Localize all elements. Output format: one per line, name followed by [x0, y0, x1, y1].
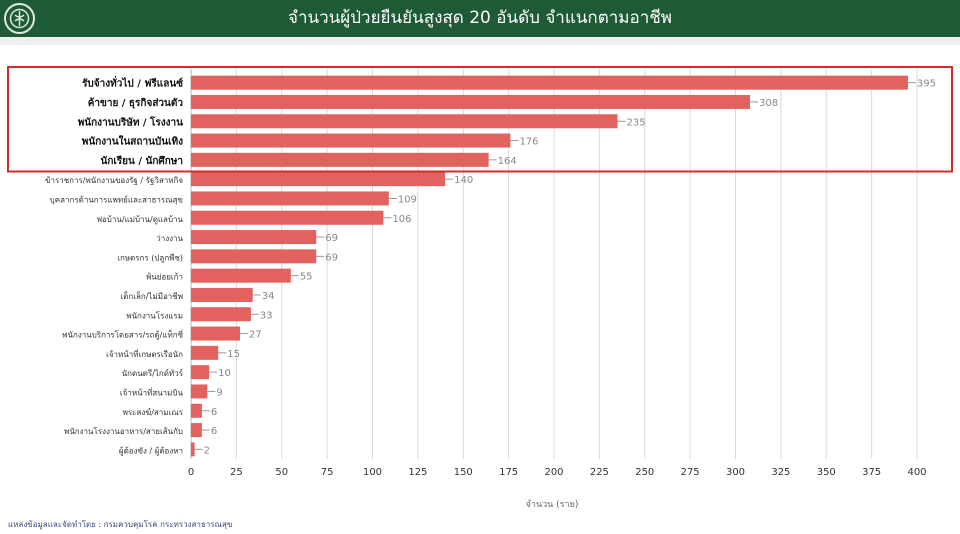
value-label: 140 [454, 175, 473, 186]
value-label: 109 [398, 194, 417, 205]
bar [191, 423, 202, 438]
category-label: พนักงานโรงแรม [126, 310, 183, 320]
x-tick-label: 350 [817, 467, 836, 478]
category-label: นักเรียน / นักศึกษา [101, 155, 184, 167]
bar [191, 249, 317, 264]
bar [191, 152, 489, 167]
bar [191, 287, 253, 302]
bar [191, 133, 511, 148]
category-label: เจ้าหน้าที่สนามบิน [120, 386, 184, 397]
x-tick-label: 75 [321, 467, 334, 478]
x-tick-label: 275 [681, 467, 700, 478]
ministry-emblem-icon [4, 3, 35, 34]
bar [191, 365, 210, 380]
x-tick-label: 150 [454, 467, 473, 478]
x-tick-label: 125 [408, 467, 427, 478]
bar [191, 403, 202, 418]
bar [191, 94, 751, 109]
bars [191, 75, 908, 457]
x-tick-label: 400 [907, 467, 926, 478]
x-tick-label: 325 [771, 467, 790, 478]
value-label: 164 [498, 156, 517, 167]
value-label: 176 [519, 137, 538, 148]
page-title: จำนวนผู้ป่วยยืนยันสูงสุด 20 อันดับ จำแนก… [288, 8, 672, 28]
category-label: พระสงฆ์/สามเณร [123, 407, 184, 417]
value-labels: 3953082351761641401091066969553433271510… [194, 79, 936, 456]
value-label: 9 [216, 387, 222, 398]
x-tick-label: 300 [726, 467, 745, 478]
x-tick-label: 0 [188, 467, 194, 478]
value-label: 235 [627, 117, 646, 128]
category-label: พนักงานบริการโดยสาร/รถตู้/แท็กซี่ [62, 329, 183, 341]
bar [191, 345, 219, 360]
header-divider [0, 37, 960, 45]
value-label: 106 [392, 214, 411, 225]
category-labels: รับจ้างทั่วไป / ฟรีแลนซ์ค้าขาย / ธุรกิจส… [45, 76, 184, 457]
x-tick-label: 100 [363, 467, 382, 478]
x-tick-label: 25 [230, 467, 243, 478]
x-axis-title: จำนวน (ราย) [526, 499, 579, 510]
x-axis-ticks: 0 25 50 75 100 125 150 175 200 225 250 275 300 325 350… [188, 467, 927, 478]
value-label: 6 [211, 407, 217, 418]
value-label: 10 [218, 368, 231, 379]
category-label: พนักงานในสถานบันเทิง [82, 135, 183, 148]
x-tick-label: 200 [544, 467, 563, 478]
value-label: 395 [917, 79, 936, 90]
category-label: พนักงานโรงงานอาหาร/สายเส้นกับ [64, 426, 183, 436]
category-label: รับจ้างทั่วไป / ฟรีแลนซ์ [82, 76, 183, 90]
bar [191, 384, 208, 399]
category-label: ว่างงาน [156, 234, 183, 243]
category-label: ค้าขาย / ธุรกิจส่วนตัว [88, 97, 184, 109]
occupation-bar-chart: รับจ้างทั่วไป / ฟรีแลนซ์ค้าขาย / ธุรกิจส… [7, 66, 953, 510]
category-label: ผู้ต้องขัง / ผู้ต้องหา [119, 446, 183, 456]
x-tick-label: 375 [862, 467, 881, 478]
category-label: เจ้าหน้าที่เกษตรเรือนัก [106, 348, 183, 359]
bar [191, 172, 446, 187]
category-label: เด็กเล็ก/ไม่มีอาชีพ [120, 291, 183, 301]
x-tick-label: 225 [590, 467, 609, 478]
bar [191, 75, 908, 90]
value-label: 308 [759, 98, 778, 109]
bar [191, 114, 618, 129]
category-label: ข้าราชการ/พนักงานของรัฐ / รัฐวิสาหกิจ [45, 176, 183, 185]
bar [191, 326, 241, 341]
bar [191, 191, 389, 206]
category-label: พนักงานบริษัท / โรงงาน [78, 115, 183, 128]
header-bar: จำนวนผู้ป่วยยืนยันสูงสุด 20 อันดับ จำแนก… [0, 0, 960, 37]
value-label: 69 [325, 252, 338, 263]
category-label: พ้นย่อยเก้า [146, 273, 183, 282]
value-label: 6 [211, 426, 217, 437]
x-tick-label: 175 [499, 467, 518, 478]
category-label: พ่อบ้าน/แม่บ้าน/ดูแลบ้าน [97, 215, 184, 225]
top5-highlight-box [7, 66, 953, 173]
source-note: แหล่งข้อมูลและจัดทำโดย : กรมควบคุมโรค กร… [8, 520, 233, 529]
bar [191, 307, 251, 322]
x-tick-label: 50 [275, 467, 288, 478]
bar [191, 268, 291, 283]
category-label: บุคลากรด้านการแพทย์และสาธารณสุข [50, 194, 183, 204]
value-label: 33 [260, 310, 273, 321]
value-label: 27 [249, 330, 262, 341]
bar [191, 210, 384, 225]
x-tick-label: 250 [635, 467, 654, 478]
category-label: นักดนตรี/ไกด์ทัวร์ [122, 368, 184, 378]
value-label: 34 [262, 291, 275, 302]
value-label: 69 [325, 233, 338, 244]
value-label: 2 [204, 445, 210, 456]
value-label: 55 [300, 272, 313, 283]
value-label: 15 [227, 349, 240, 360]
bar [191, 442, 195, 457]
bar [191, 230, 317, 245]
category-label: เกษตรกร (ปลูกพืช) [117, 253, 183, 263]
